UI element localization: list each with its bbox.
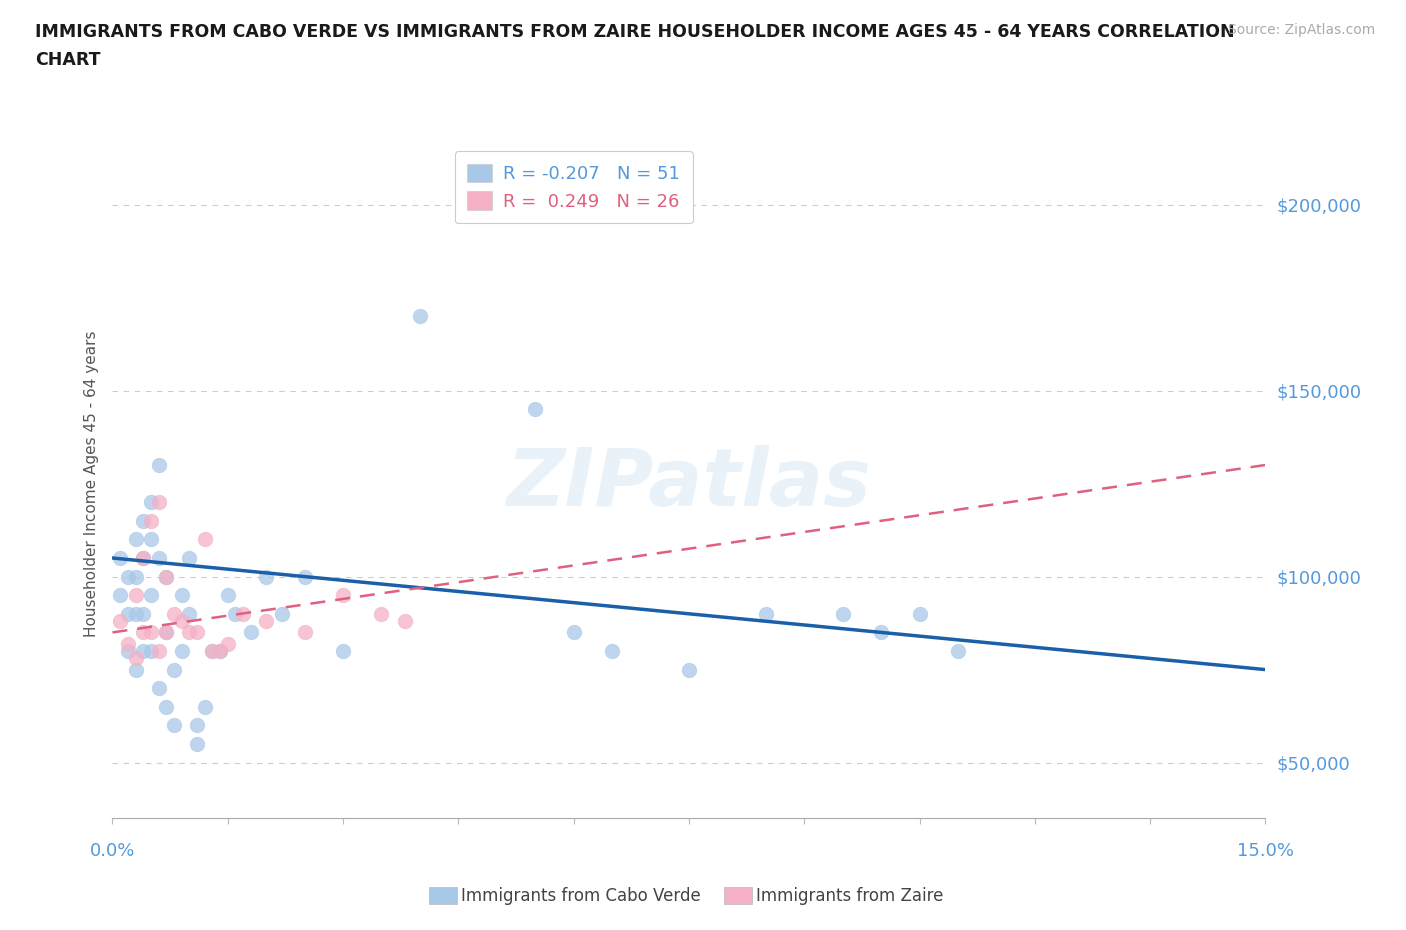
- Point: [117, 606, 139, 621]
- Point: [139, 625, 162, 640]
- Point: [170, 614, 193, 629]
- Point: [294, 625, 316, 640]
- Point: [224, 606, 246, 621]
- Point: [194, 699, 217, 714]
- Point: [201, 644, 224, 658]
- Point: [186, 718, 208, 733]
- Point: [139, 532, 162, 547]
- Point: [908, 606, 931, 621]
- Point: [155, 569, 177, 584]
- Point: [678, 662, 700, 677]
- Point: [209, 644, 232, 658]
- Point: [870, 625, 893, 640]
- Point: [155, 699, 177, 714]
- Point: [132, 644, 155, 658]
- Point: [163, 662, 186, 677]
- Point: [139, 588, 162, 603]
- Point: [170, 644, 193, 658]
- Y-axis label: Householder Income Ages 45 - 64 years: Householder Income Ages 45 - 64 years: [83, 330, 98, 637]
- Point: [163, 718, 186, 733]
- Point: [132, 551, 155, 565]
- Point: [294, 569, 316, 584]
- Point: [124, 532, 146, 547]
- Point: [600, 644, 623, 658]
- Point: [155, 569, 177, 584]
- Point: [108, 588, 131, 603]
- Point: [270, 606, 292, 621]
- Point: [394, 614, 416, 629]
- Point: [155, 625, 177, 640]
- Point: [755, 606, 778, 621]
- Point: [139, 513, 162, 528]
- Point: [108, 614, 131, 629]
- Text: 15.0%: 15.0%: [1237, 842, 1294, 860]
- Text: Immigrants from Cabo Verde: Immigrants from Cabo Verde: [461, 886, 702, 905]
- Point: [254, 614, 277, 629]
- Point: [132, 551, 155, 565]
- Point: [163, 606, 186, 621]
- Point: [332, 588, 354, 603]
- Point: [117, 569, 139, 584]
- Point: [186, 625, 208, 640]
- Point: [132, 606, 155, 621]
- Text: 0.0%: 0.0%: [90, 842, 135, 860]
- Point: [232, 606, 254, 621]
- Point: [524, 402, 547, 417]
- Point: [124, 569, 146, 584]
- Point: [831, 606, 853, 621]
- Point: [179, 606, 201, 621]
- Point: [186, 737, 208, 751]
- Point: [217, 636, 239, 651]
- Point: [254, 569, 277, 584]
- Point: [124, 662, 146, 677]
- Point: [132, 513, 155, 528]
- Point: [148, 551, 170, 565]
- Text: CHART: CHART: [35, 51, 101, 69]
- Point: [139, 644, 162, 658]
- Point: [148, 458, 170, 472]
- Point: [117, 644, 139, 658]
- Point: [201, 644, 224, 658]
- Point: [209, 644, 232, 658]
- Point: [155, 625, 177, 640]
- Point: [132, 625, 155, 640]
- Point: [239, 625, 262, 640]
- Text: IMMIGRANTS FROM CABO VERDE VS IMMIGRANTS FROM ZAIRE HOUSEHOLDER INCOME AGES 45 -: IMMIGRANTS FROM CABO VERDE VS IMMIGRANTS…: [35, 23, 1234, 41]
- Point: [124, 606, 146, 621]
- Point: [108, 551, 131, 565]
- Point: [179, 625, 201, 640]
- Point: [139, 495, 162, 510]
- Point: [148, 681, 170, 696]
- Text: Immigrants from Zaire: Immigrants from Zaire: [756, 886, 943, 905]
- Point: [194, 532, 217, 547]
- Point: [370, 606, 392, 621]
- Point: [170, 588, 193, 603]
- Text: Source: ZipAtlas.com: Source: ZipAtlas.com: [1227, 23, 1375, 37]
- Point: [562, 625, 585, 640]
- Point: [332, 644, 354, 658]
- Point: [148, 495, 170, 510]
- Point: [409, 309, 432, 324]
- Point: [124, 651, 146, 666]
- Point: [179, 551, 201, 565]
- Point: [117, 636, 139, 651]
- Point: [217, 588, 239, 603]
- Point: [148, 644, 170, 658]
- Point: [124, 588, 146, 603]
- Point: [946, 644, 969, 658]
- Text: ZIPatlas: ZIPatlas: [506, 445, 872, 523]
- Legend: R = -0.207   N = 51, R =  0.249   N = 26: R = -0.207 N = 51, R = 0.249 N = 26: [454, 152, 693, 223]
